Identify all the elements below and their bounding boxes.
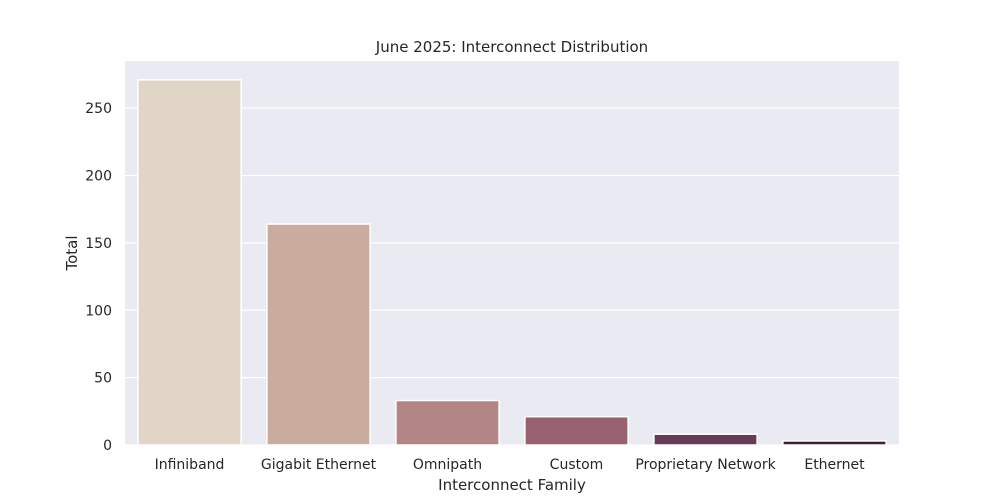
bar-omnipath	[395, 399, 500, 446]
y-tick-label: 50	[94, 371, 112, 387]
grid-lines	[125, 107, 899, 446]
x-tick-label: Gigabit Ethernet	[261, 457, 377, 473]
y-tick-labels: 0 50 100 150 200 250	[85, 101, 112, 454]
y-tick-label: 250	[85, 101, 112, 117]
y-axis-label: Total	[63, 235, 81, 271]
x-tick-label: Proprietary Network	[635, 457, 776, 473]
x-tick-label: Infiniband	[155, 457, 225, 473]
x-tick-label: Omnipath	[413, 457, 482, 473]
bar-custom	[524, 415, 629, 446]
bar-infiniband	[137, 79, 242, 446]
y-tick-label: 100	[85, 303, 112, 319]
bar-gigabit-ethernet	[266, 223, 371, 446]
bar-proprietary-network	[653, 433, 758, 446]
x-tick-label: Ethernet	[804, 457, 865, 473]
chart-title: June 2025: Interconnect Distribution	[375, 38, 648, 56]
y-tick-label: 200	[85, 169, 112, 185]
bar-ethernet	[782, 440, 887, 446]
bars	[137, 79, 887, 446]
x-tick-labels: Infiniband Gigabit Ethernet Omnipath Custom…	[155, 457, 866, 473]
y-tick-label: 0	[103, 438, 112, 454]
x-tick-label: Custom	[550, 457, 604, 473]
y-tick-label: 150	[85, 236, 112, 252]
x-axis-label: Interconnect Family	[438, 476, 586, 494]
plot-area	[125, 61, 899, 445]
